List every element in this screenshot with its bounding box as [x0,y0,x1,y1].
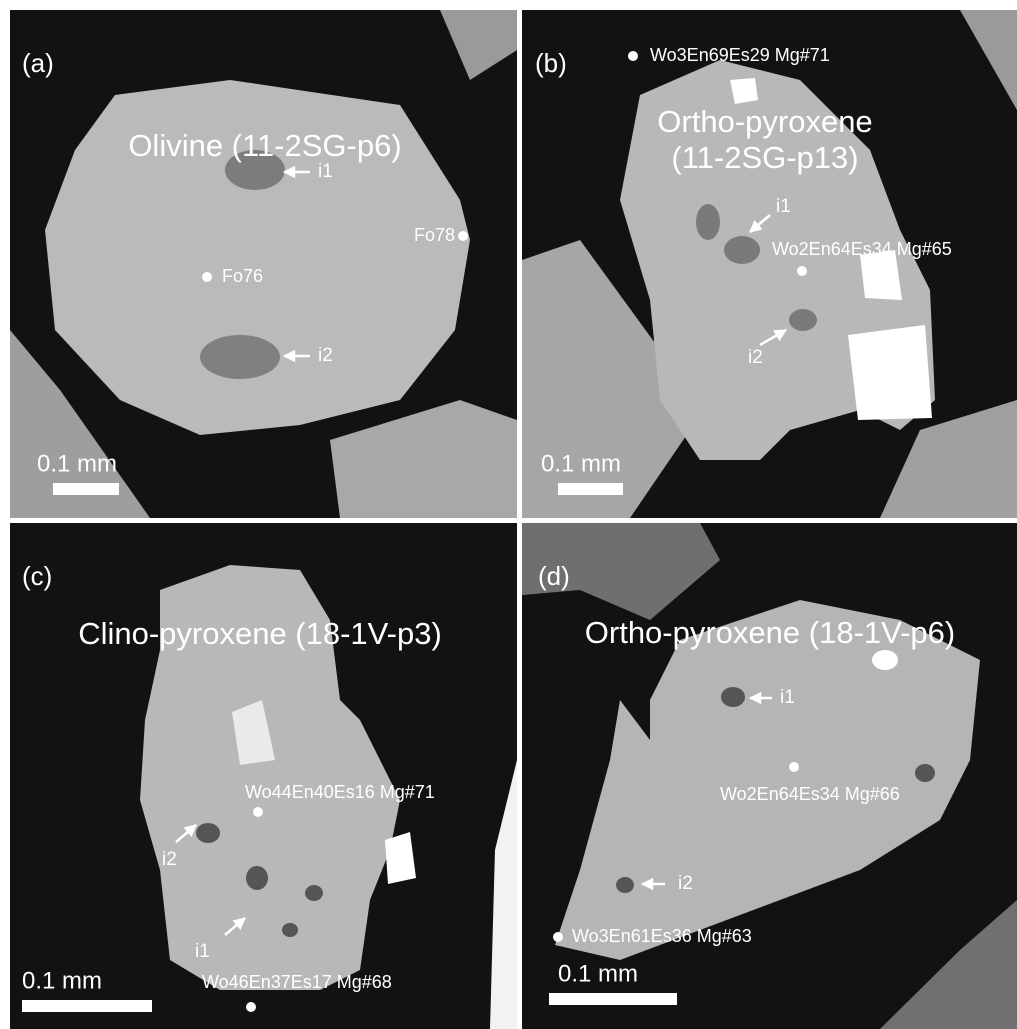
annotation: Wo2En64Es34 Mg#66 [720,784,900,804]
panel-label: (b) [535,48,567,78]
annotation: i2 [318,345,333,366]
scale-bar [549,993,677,1005]
annotation: Wo3En61Es36 Mg#63 [572,926,752,946]
panel-label: (a) [22,48,54,78]
analysis-spot [628,51,638,61]
annotation: i1 [318,161,333,182]
panel-label: (d) [538,561,570,591]
analysis-spot [797,266,807,276]
analysis-spot [202,272,212,282]
annotation: i1 [776,196,791,217]
annotation: i1 [780,687,795,708]
scale-bar-label: 0.1 mm [558,960,638,987]
scale-bar-label: 0.1 mm [541,450,621,477]
annotation: i2 [678,873,693,894]
figure: (a)Olivine (11-2SG-p6)i1i2Fo76Fo780.1 mm… [0,0,1017,1029]
annotation: Fo76 [222,266,263,286]
scale-bar-label: 0.1 mm [22,967,102,994]
panel-title: Ortho-pyroxene [657,104,872,139]
annotation: Fo78 [414,225,455,245]
scale-bar [558,483,623,495]
annotation: Wo3En69Es29 Mg#71 [650,45,830,65]
annotation: Wo46En37Es17 Mg#68 [202,972,392,992]
panel-title: Olivine (11-2SG-p6) [128,128,401,163]
panel-title: Ortho-pyroxene (18-1V-p6) [585,615,955,650]
scale-bar [22,1000,152,1012]
analysis-spot [246,1002,256,1012]
annotation: Wo2En64Es34 Mg#65 [772,239,952,259]
analysis-spot [253,807,263,817]
annotation: i2 [748,347,763,368]
analysis-spot [789,762,799,772]
scale-bar [53,483,119,495]
analysis-spot [553,932,563,942]
panel-title: (11-2SG-p13) [671,140,858,175]
scale-bar-label: 0.1 mm [37,450,117,477]
panel-title: Clino-pyroxene (18-1V-p3) [78,616,442,651]
annotation: i1 [195,941,210,962]
panel-label: (c) [22,561,52,591]
analysis-spot [458,231,468,241]
annotation: Wo44En40Es16 Mg#71 [245,782,435,802]
annotation: i2 [162,849,177,870]
